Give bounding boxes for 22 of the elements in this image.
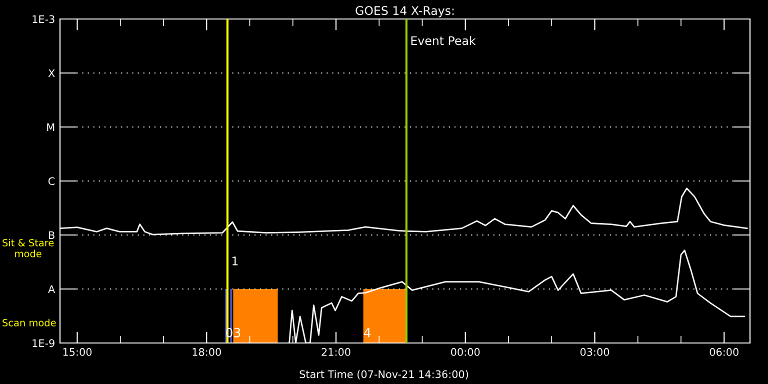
band-label: 0 xyxy=(226,328,232,338)
band-label: 4 xyxy=(364,328,371,338)
x-tick-label: 21:00 xyxy=(322,348,350,356)
y-tick-label: 1E-3 xyxy=(32,15,54,24)
text: Scan mode xyxy=(2,318,56,326)
y-tick-label: 1E-9 xyxy=(32,339,54,348)
y-tick-label: B xyxy=(49,231,54,239)
text: Sit & Stare mode xyxy=(2,238,54,258)
x-axis-title: Start Time (07-Nov-21 14:36:00) xyxy=(300,370,468,380)
chart-title: GOES 14 X-Rays: xyxy=(356,6,454,18)
y-tick-label: A xyxy=(48,285,56,293)
x-tick-label: 18:00 xyxy=(192,348,221,356)
x-tick-label: 03:00 xyxy=(580,348,610,356)
band-label: 3 xyxy=(234,328,240,338)
x-tick-label: 06:00 xyxy=(710,348,738,356)
ref-line-label: 1 xyxy=(232,256,238,266)
x-tick-label: 15:00 xyxy=(63,348,92,356)
x-tick-label: 00:00 xyxy=(451,348,480,356)
y-tick-label: M xyxy=(47,123,54,131)
ref-line-label: Event Peak xyxy=(411,36,476,46)
y-tick-label: X xyxy=(48,69,55,77)
y-tick-label: C xyxy=(48,177,55,186)
